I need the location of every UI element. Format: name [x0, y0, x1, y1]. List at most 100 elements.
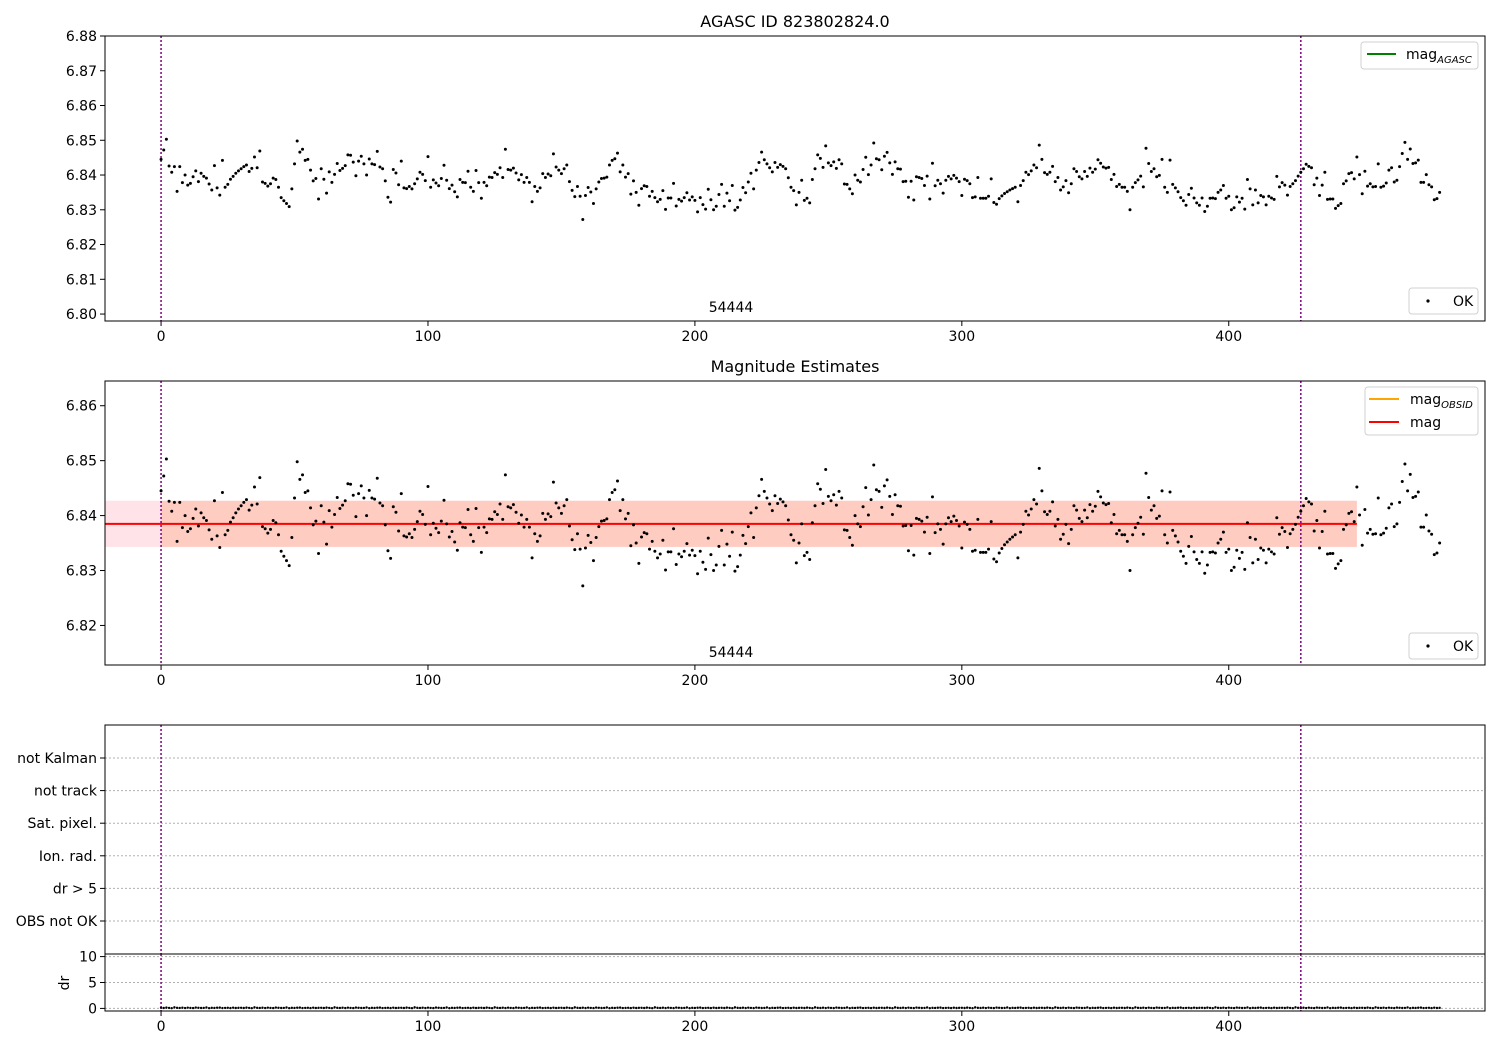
data-point [1253, 537, 1257, 541]
y-tick-label: 6.81 [66, 272, 97, 288]
data-point [1053, 180, 1057, 184]
data-point [858, 180, 862, 184]
data-point [413, 182, 417, 186]
data-point [906, 195, 910, 199]
data-point [306, 157, 310, 161]
data-point [506, 167, 510, 171]
data-point [437, 531, 441, 535]
dr-point [989, 1006, 993, 1010]
data-point [914, 516, 918, 520]
data-point [706, 187, 710, 191]
dr-point [405, 1006, 408, 1009]
axes-frame-flags [105, 725, 1485, 954]
data-point [199, 511, 203, 515]
dr-point [432, 1006, 435, 1010]
data-point [845, 528, 849, 532]
dr-point [370, 1006, 374, 1010]
data-point [893, 493, 897, 497]
data-point [383, 523, 387, 527]
data-point [661, 538, 665, 542]
dr-point [202, 1006, 205, 1010]
data-point [1406, 489, 1410, 493]
y-tick-label: 6.85 [66, 133, 97, 149]
dr-point [1323, 1006, 1327, 1010]
data-point [984, 550, 988, 554]
data-point [1227, 547, 1231, 551]
data-point [287, 564, 291, 568]
data-point [453, 540, 457, 544]
data-point [637, 203, 641, 207]
data-point [1072, 504, 1076, 508]
dr-point [373, 1006, 376, 1010]
data-point [1419, 180, 1423, 184]
dr-point [1166, 1006, 1169, 1009]
data-point [813, 167, 817, 171]
data-point [530, 556, 534, 560]
data-point [562, 167, 566, 171]
data-point [1438, 190, 1442, 194]
data-point [946, 516, 950, 520]
data-point [1435, 551, 1439, 555]
dr-point [1350, 1006, 1353, 1010]
data-point [252, 485, 256, 489]
data-point [1285, 545, 1289, 549]
data-point [506, 505, 510, 509]
data-point [1003, 543, 1007, 547]
data-point [1213, 551, 1217, 555]
data-point [629, 192, 633, 196]
dr-point [1238, 1006, 1241, 1009]
data-point [1021, 179, 1025, 183]
dr-point [341, 1006, 344, 1009]
data-point [973, 195, 977, 199]
data-point [922, 183, 926, 187]
dr-point [747, 1006, 750, 1009]
data-point [498, 502, 502, 506]
data-point [482, 525, 486, 529]
data-point [672, 181, 676, 185]
data-point [386, 195, 390, 199]
data-point [901, 180, 905, 184]
dr-point [234, 1006, 237, 1010]
dr-point [1107, 1006, 1110, 1009]
data-point [837, 158, 841, 162]
data-point [984, 196, 988, 200]
data-point [167, 164, 171, 168]
data-point [1045, 172, 1049, 176]
data-point [234, 171, 238, 175]
dr-point [811, 1006, 814, 1010]
dr-point [1216, 1006, 1220, 1010]
data-point [199, 171, 203, 175]
data-point [861, 167, 865, 171]
data-point [485, 184, 489, 188]
legend-mag: magOBSID mag [1364, 386, 1479, 436]
dr-point [314, 1006, 318, 1010]
data-point [925, 174, 929, 178]
dr-point [792, 1006, 795, 1009]
data-point [1152, 167, 1156, 171]
dr-point [602, 1006, 606, 1010]
dr-point [1336, 1006, 1340, 1009]
data-point [533, 532, 537, 536]
data-point [1360, 192, 1364, 196]
dr-point [293, 1006, 296, 1010]
data-point [1272, 552, 1276, 556]
flag-label: not track [34, 784, 98, 800]
data-point [1128, 208, 1132, 212]
data-point [575, 184, 579, 188]
data-point [669, 550, 673, 554]
data-point [1277, 185, 1281, 189]
dr-point [1299, 1006, 1303, 1010]
data-point [704, 207, 708, 211]
legend-agasc: magAGASC [1360, 41, 1479, 70]
data-point [650, 539, 654, 543]
data-point [834, 166, 838, 170]
dr-point [402, 1006, 406, 1010]
data-point [765, 496, 769, 500]
dr-point [883, 1006, 886, 1010]
dr-point [1315, 1006, 1319, 1009]
data-point [805, 550, 809, 554]
data-point [674, 204, 678, 208]
data-point [479, 550, 483, 554]
data-point [1096, 158, 1100, 162]
data-point [824, 144, 828, 148]
